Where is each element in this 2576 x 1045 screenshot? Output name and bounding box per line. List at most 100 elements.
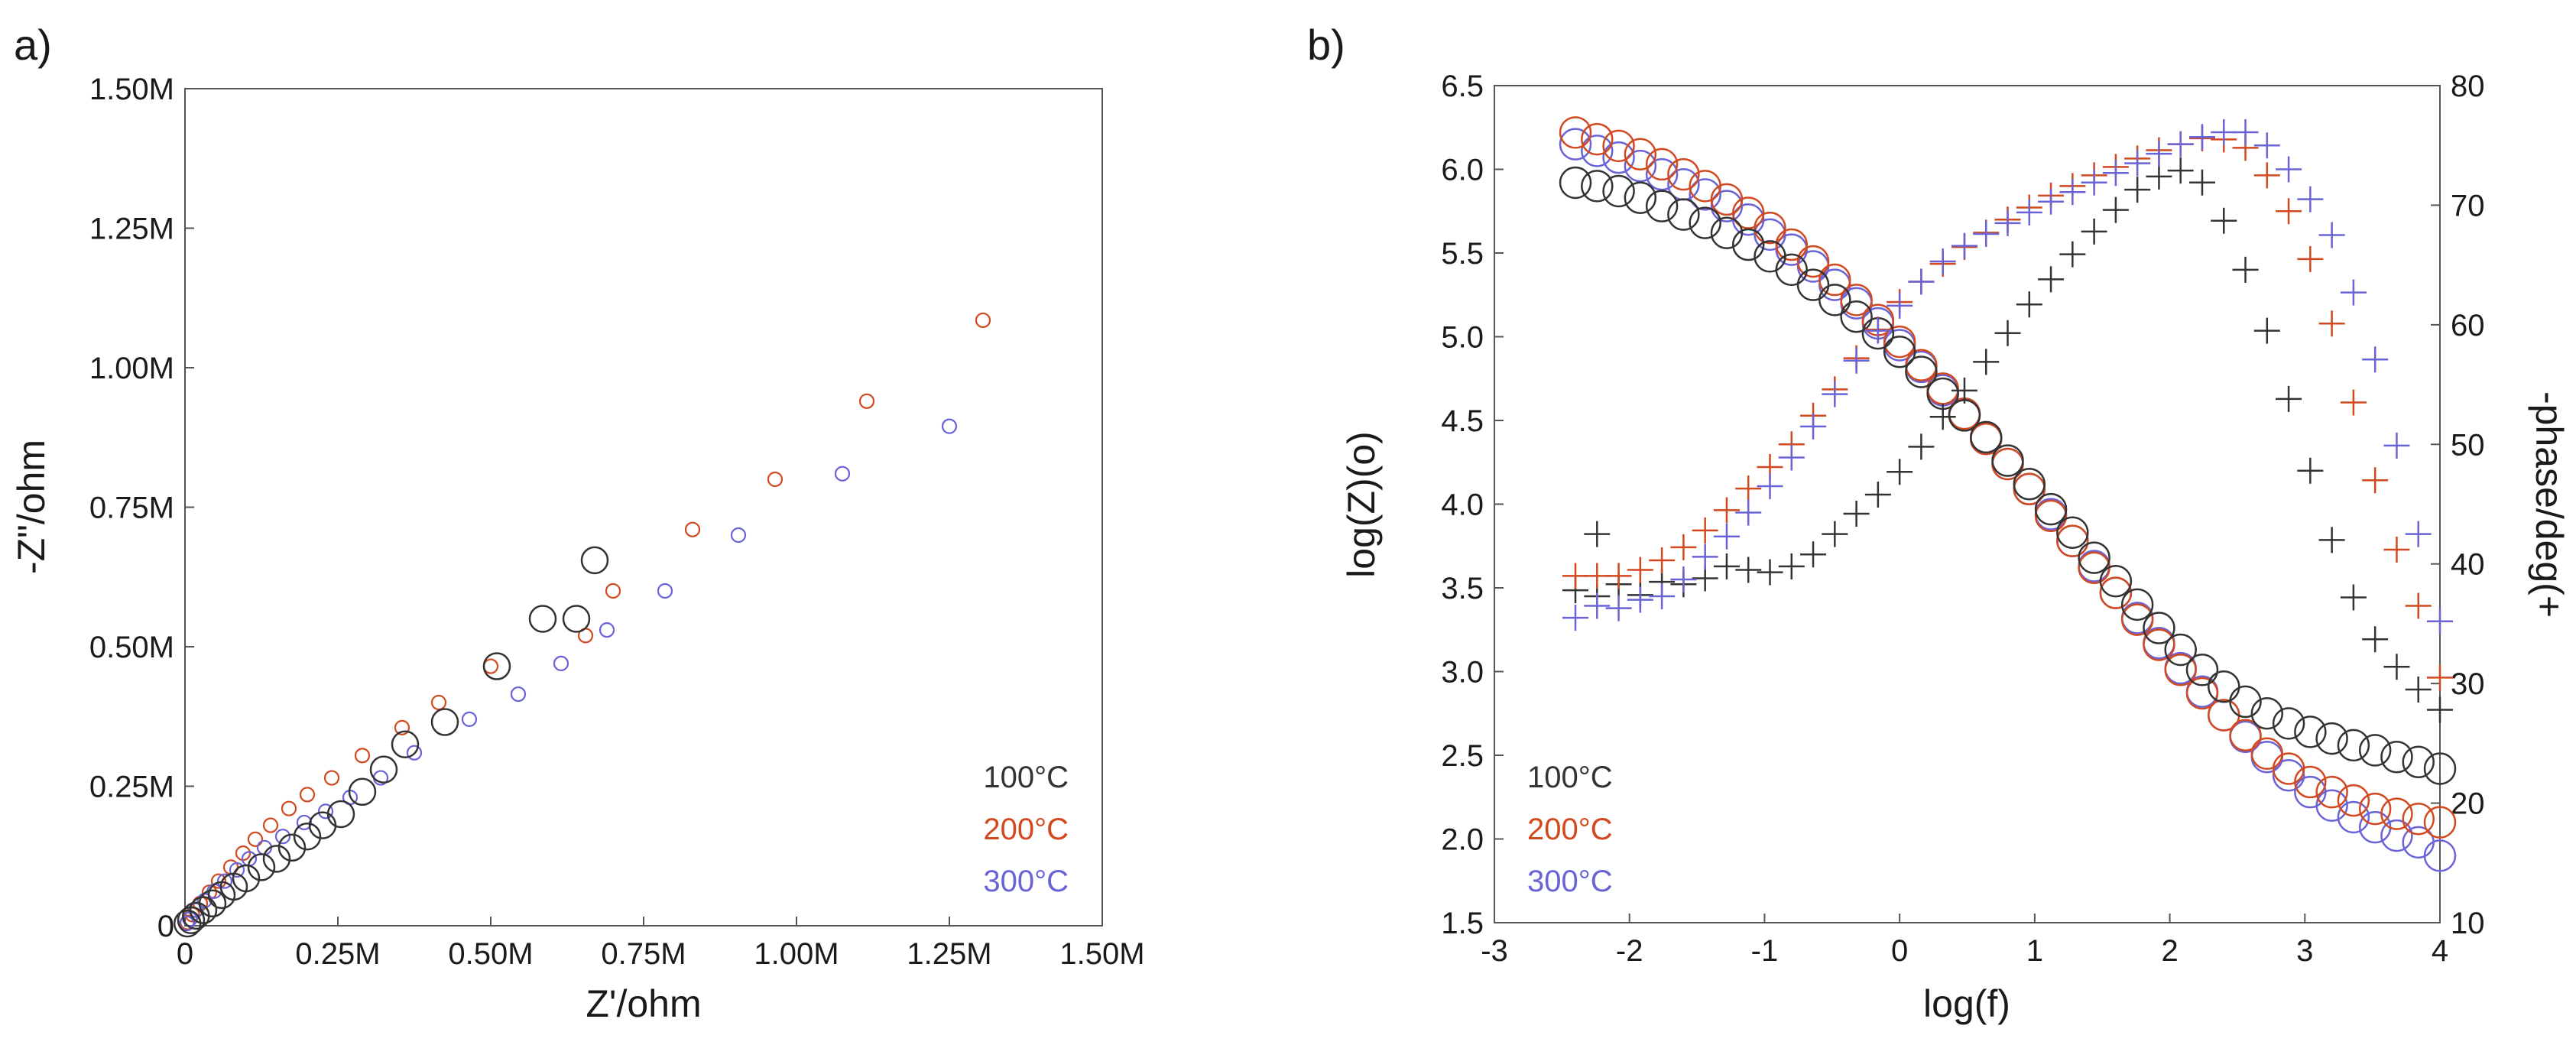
panel-a-point-200c (394, 719, 410, 735)
panel-b-legend-300c: 300°C (1527, 865, 1613, 898)
panel-b-impedance-point-200c (2358, 792, 2392, 826)
panel-b-phase-point-300c (1800, 413, 1827, 440)
panel-b-impedance-point-100c (2229, 685, 2262, 719)
panel-b-impedance-point-200c (1818, 263, 1851, 297)
panel-b-phase-point-300c (1864, 317, 1891, 344)
panel-a-point-200c (482, 658, 499, 674)
panel-a-point-300c (406, 745, 423, 761)
panel-b-phase-point-200c (2427, 664, 2453, 691)
panel-b-right-y-ticks: 10 20 30 40 50 60 70 80 (2431, 70, 2485, 940)
panel-b-phase-point-200c (1605, 563, 1632, 589)
panel-a-point-100c (348, 777, 377, 806)
panel-b-phase-point-100c (2016, 291, 2042, 318)
panel-b-y-axis-title: log(Z)(o) (1340, 431, 1383, 578)
panel-a-point-100c (580, 546, 609, 575)
panel-b-impedance-point-200c (1905, 349, 1938, 381)
panel-b-phase-point-100c (2102, 196, 2129, 223)
panel-b-impedance-point-200c (1581, 122, 1614, 156)
panel-b-phase-point-300c (2427, 608, 2453, 634)
panel-b-impedance-point-100c (2380, 740, 2413, 774)
panel-a-data-points (173, 312, 991, 938)
panel-a-x-tick-label: 1.00M (754, 937, 839, 971)
panel-b-phase-point-200c (2405, 592, 2432, 619)
panel-b-y-tick-label: 1.5 (1441, 907, 1484, 940)
panel-b-impedance-point-100c (2078, 541, 2110, 574)
panel-a-point-300c (216, 873, 233, 889)
panel-a-point-200c (858, 393, 875, 409)
panel-b-impedance-point-100c (2315, 722, 2348, 755)
panel-a-y-tick-label: 1.50M (89, 73, 174, 106)
panel-b-impedance-point-200c (2250, 737, 2284, 771)
panel-b-phase-point-300c (2038, 188, 2065, 215)
panel-b-impedance-point-100c (2034, 492, 2068, 526)
panel-b-y-ticks: 1.5 2.0 2.5 3.0 3.5 4.0 4.5 5.0 5.5 6.0 6.5 (1441, 70, 1504, 940)
panel-b-phase-point-100c (2059, 241, 2086, 268)
panel-a-point-200c (299, 787, 316, 803)
panel-b-legend-100c: 100°C (1527, 761, 1613, 794)
panel-b-impedance-point-100c (1581, 170, 1614, 203)
panel-b-impedance-point-200c (1883, 325, 1916, 359)
panel-a-x-tick-label: 0.50M (448, 937, 533, 971)
panel-a-y-ticks: 0 0.25M 0.50M 0.75M 1.00M 1.25M 1.50M (89, 73, 194, 943)
panel-b-phase-point-300c (2297, 186, 2324, 213)
panel-a-point-200c (430, 694, 447, 711)
panel-b-phase-point-200c (1649, 547, 1676, 574)
panel-a-chart: a) 0 0.25M 0.50M 0.75M 1.00M 1.25M 1.50M 0 0.25… (10, 21, 1145, 1025)
panel-b-x-tick-label: 1 (2026, 934, 2043, 968)
panel-b-impedance-point-300c (1754, 218, 1786, 252)
panel-b-impedance-point-100c (2272, 707, 2305, 740)
panel-b-phase-point-100c (1951, 377, 1977, 404)
panel-b-phase-point-300c (2362, 346, 2389, 373)
panel-a-point-100c (207, 881, 236, 910)
panel-b-impedance-point-200c (2380, 797, 2413, 830)
panel-a-point-100c (293, 822, 322, 851)
panel-b-impedance-point-200c (2229, 719, 2262, 751)
panel-b-phase-point-100c (2253, 317, 2280, 344)
panel-b-impedance-point-300c (1689, 178, 1721, 211)
panel-a-point-100c (391, 730, 420, 758)
panel-a-point-100c (430, 708, 459, 736)
panel-b-y-tick-label: 3.5 (1441, 572, 1484, 605)
panel-b-phase-point-100c (2340, 584, 2367, 611)
panel-b-impedance-point-100c (2099, 564, 2133, 598)
panel-b-impedance-point-100c (2164, 633, 2197, 667)
panel-a-point-100c (308, 811, 337, 839)
panel-b-impedance-point-100c (1905, 355, 1938, 388)
panel-b-phase-point-200c (1670, 534, 1697, 560)
panel-a-point-100c (369, 755, 398, 784)
panel-b-label: b) (1307, 21, 1345, 69)
panel-b-phase-point-100c (2427, 696, 2453, 723)
panel-b-phase-point-300c (1713, 523, 1740, 550)
panel-b-impedance-point-200c (2143, 628, 2175, 661)
panel-b-phase-point-100c (1800, 541, 1827, 568)
panel-a-label: a) (14, 21, 52, 69)
panel-b-phase-point-200c (1713, 497, 1740, 524)
panel-b-phase-point-200c (2318, 310, 2345, 337)
panel-b-phase-point-200c (1692, 517, 1718, 544)
panel-b-impedance-point-300c (1602, 141, 1635, 174)
panel-b-phase-point-300c (1822, 381, 1848, 407)
panel-b-impedance-point-300c (2315, 789, 2348, 822)
panel-b-right-y-tick-label: 40 (2451, 548, 2485, 582)
panel-b-impedance-point-200c (2056, 524, 2089, 557)
panel-b-x-tick-label: 3 (2296, 934, 2313, 968)
panel-a-y-tick-label: 0 (157, 910, 174, 943)
panel-b-phase-point-100c (1822, 521, 1848, 547)
panel-b-impedance-point-200c (2423, 806, 2457, 839)
panel-b-impedance-point-300c (1581, 135, 1614, 167)
panel-a-point-300c (274, 829, 291, 845)
panel-b-impedance-point-100c (2294, 716, 2327, 748)
panel-a-point-200c (210, 873, 227, 889)
panel-b-phase-point-300c (2253, 132, 2280, 159)
panel-b-right-y-tick-label: 80 (2451, 70, 2485, 103)
panel-b-impedance-point-100c (1883, 335, 1916, 368)
panel-b-phase-point-100c (2232, 256, 2259, 283)
panel-b-impedance-point-200c (1796, 245, 1830, 278)
panel-b-phase-point-200c (1735, 475, 1762, 502)
panel-b-impedance-point-200c (1602, 129, 1635, 163)
panel-b-right-y-tick-label: 20 (2451, 787, 2485, 821)
panel-a-point-100c (247, 853, 276, 881)
panel-b-legend-200c: 200°C (1527, 813, 1613, 846)
panel-b-impedance-point-300c (2423, 839, 2457, 872)
panel-b-phase-point-300c (1605, 595, 1632, 621)
